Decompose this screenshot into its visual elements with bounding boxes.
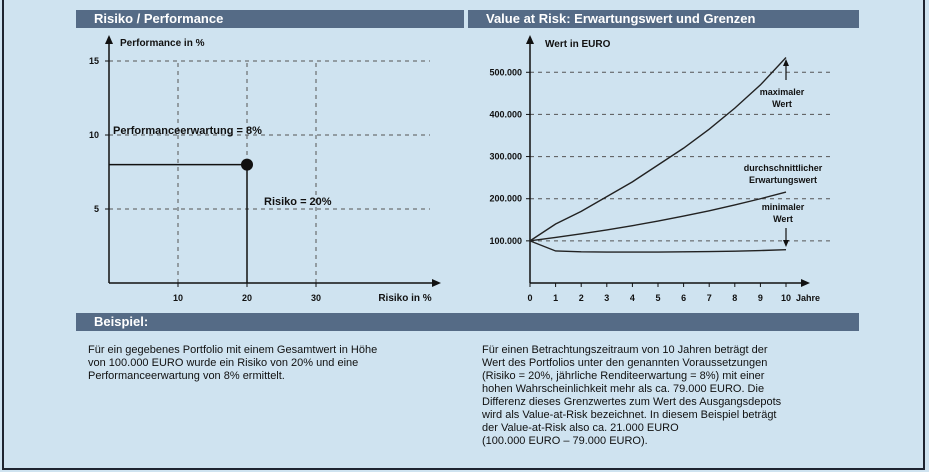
- risk-y-tick-label: 15: [89, 56, 99, 66]
- min-value-label: minimaler: [762, 202, 805, 212]
- max-value-label: maximaler: [760, 87, 805, 97]
- performance-annotation: Performanceerwartung = 8%: [113, 125, 262, 137]
- portfolio-point: [241, 158, 253, 171]
- var-x-tick-label: 5: [655, 293, 660, 303]
- var-chart-x-arrow: [801, 279, 810, 287]
- risk-performance-header: Risiko / Performance: [76, 10, 464, 28]
- max-value-line: [529, 57, 787, 242]
- var-y-tick-label: 100.000: [489, 236, 522, 246]
- min-value-line: [529, 240, 787, 253]
- var-x-tick-label: 6: [681, 293, 686, 303]
- example-header: Beispiel:: [76, 313, 859, 331]
- risk-y-tick-label: 10: [89, 130, 99, 140]
- risk-x-tick-label: 10: [173, 293, 183, 303]
- var-x-tick-label: 9: [758, 293, 763, 303]
- expected-value-label: durchschnittlicher: [744, 163, 823, 173]
- var-y-tick-label: 500.000: [489, 67, 522, 77]
- var-y-tick-label: 400.000: [489, 109, 522, 119]
- var-x-tick-label: 10: [781, 293, 791, 303]
- var-y-tick-label: 300.000: [489, 152, 522, 162]
- example-text-right: Für einen Betrachtungszeitraum von 10 Ja…: [482, 344, 782, 447]
- var-chart-y-arrow: [526, 35, 534, 44]
- risk-chart-y-label: Performance in %: [120, 38, 205, 49]
- expected-value-line: [529, 191, 787, 242]
- risk-chart-x-arrow: [432, 279, 441, 287]
- risk-chart-x-label: Risiko in %: [378, 293, 431, 304]
- expected-value-label-2: Erwartungswert: [749, 175, 817, 185]
- var-x-tick-label: 8: [732, 293, 737, 303]
- risk-x-tick-label: 30: [311, 293, 321, 303]
- min-value-label-2: Wert: [773, 214, 793, 224]
- risk-annotation: Risiko = 20%: [264, 196, 332, 208]
- risk-y-tick-label: 5: [94, 204, 99, 214]
- var-x-tick-label: 7: [707, 293, 712, 303]
- example-text-left: Für ein gegebenes Portfolio mit einem Ge…: [88, 344, 378, 382]
- max-value-label-2: Wert: [772, 99, 792, 109]
- var-x-tick-label: 0: [527, 293, 532, 303]
- var-y-tick-label: 200.000: [489, 194, 522, 204]
- var-x-tick-label: 2: [579, 293, 584, 303]
- var-chart-x-label: Jahre: [796, 293, 820, 303]
- var-x-tick-label: 4: [630, 293, 635, 303]
- risk-x-tick-label: 20: [242, 293, 252, 303]
- var-x-tick-label: 1: [553, 293, 558, 303]
- value-at-risk-header: Value at Risk: Erwartungswert und Grenze…: [468, 10, 859, 28]
- max-value-arrow-head: [783, 59, 789, 66]
- risk-chart-y-arrow: [105, 35, 113, 44]
- var-chart-y-label: Wert in EURO: [545, 39, 611, 50]
- var-x-tick-label: 3: [604, 293, 609, 303]
- min-value-arrow-head: [783, 240, 789, 247]
